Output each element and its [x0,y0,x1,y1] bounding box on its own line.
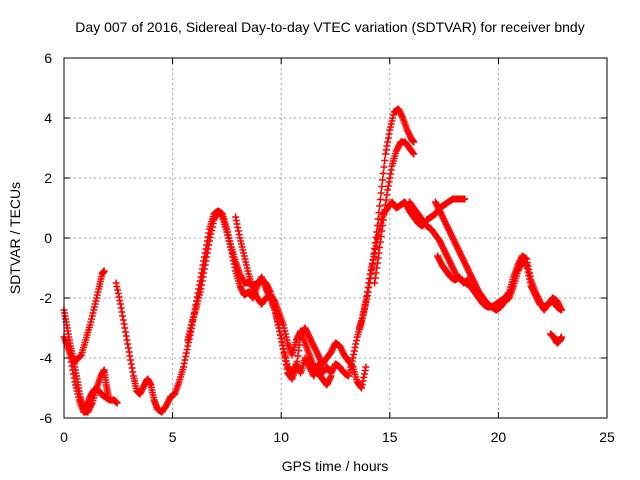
data-point-track-7 [378,183,386,190]
data-point-track-10 [557,306,565,314]
data-point-track-3 [105,393,113,401]
y-tick-label: -4 [40,350,53,366]
x-axis-label: GPS time / hours [282,458,389,474]
data-point-track-7 [380,163,388,171]
data-point-track-7 [375,209,383,216]
data-point-track-7 [376,202,384,210]
data-point-track-8 [410,150,418,158]
data-points [60,105,565,416]
data-point-track-7 [373,228,381,236]
x-tick-label: 0 [60,429,68,445]
chart-title: Day 007 of 2016, Sidereal Day-to-day VTE… [75,19,584,35]
data-point-track-12 [557,333,565,341]
y-tick-label: -2 [40,290,53,306]
data-point-track-7 [374,215,382,223]
y-tick-label: 0 [44,230,52,246]
x-tick-label: 25 [599,429,615,445]
x-tick-label: 20 [491,429,507,445]
data-point-track-7 [379,176,387,184]
data-point-track-7 [410,138,418,146]
data-point-track-7 [381,157,389,164]
y-tick-label: 4 [44,110,52,126]
y-tick-label: -6 [40,410,53,426]
data-point-track-1 [113,399,121,407]
x-tick-label: 10 [273,429,289,445]
axis-ticks: 0 5 10 15 20 25 -6 -4 -2 0 2 4 6 [40,50,615,445]
data-point-track-7 [377,189,385,197]
data-point-track-11 [464,276,472,284]
data-point-track-2 [100,267,108,275]
y-tick-label: 6 [44,50,52,66]
plot-area-border [63,57,608,419]
data-point-track-5 [362,363,370,371]
data-point-track-7 [379,170,387,177]
x-tick-label: 15 [382,429,398,445]
y-axis-label: SDTVAR / TECUs [7,182,23,294]
x-tick-label: 5 [169,429,177,445]
data-point-track-6 [327,372,335,380]
data-point-track-4 [461,195,469,203]
y-tick-label: 2 [44,170,52,186]
